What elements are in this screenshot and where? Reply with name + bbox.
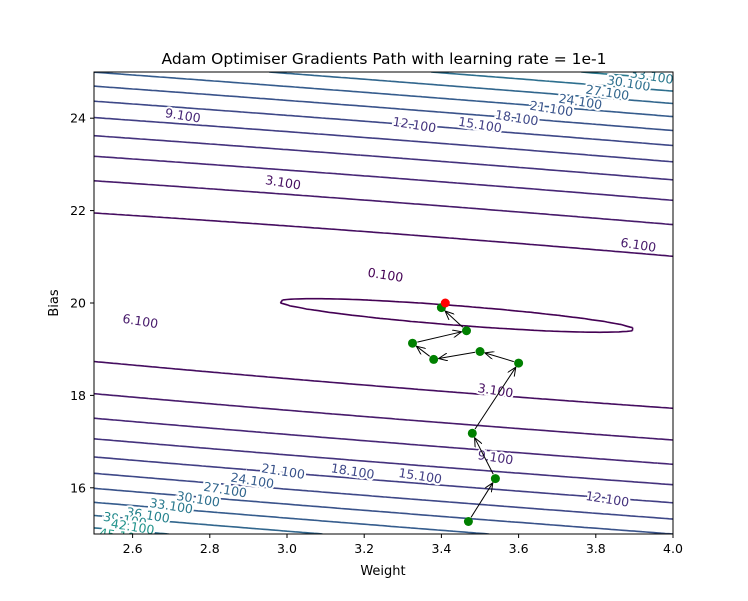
minimum-point	[440, 298, 450, 308]
path-point	[463, 517, 473, 526]
x-axis-label: Weight	[360, 564, 405, 579]
y-tick-label: 18	[70, 388, 86, 403]
contour-label: 18.100	[330, 460, 376, 482]
y-tick-label: 24	[70, 111, 86, 126]
y-axis-ticks: 16 18 20 22 24	[70, 111, 94, 495]
path-arrow	[416, 346, 431, 357]
contour-level-33-1	[581, 72, 673, 81]
chart-title: Adam Optimiser Gradients Path with learn…	[161, 50, 606, 68]
path-point	[429, 354, 439, 364]
y-tick-label: 20	[70, 296, 86, 311]
contour-level-0-1	[279, 297, 634, 334]
path-arrow	[474, 367, 516, 430]
contour-level-24-1	[94, 72, 673, 534]
path-arrow	[470, 483, 493, 518]
path-point	[408, 338, 417, 348]
path-point	[467, 428, 477, 438]
path-point	[475, 347, 485, 356]
path-point	[462, 326, 471, 336]
contour-label: 45.100	[98, 525, 144, 547]
contour-level-6-1	[94, 180, 673, 441]
x-tick-label: 3.6	[509, 541, 529, 556]
x-axis-ticks: 2.6 2.8 3.0 3.2 3.4 3.6 3.8 4.0	[123, 534, 683, 556]
path-point	[514, 358, 524, 368]
contour-labels: 0.1003.1003.1006.1006.1009.1009.10012.10…	[96, 72, 673, 547]
contour-label: 12.100	[392, 114, 438, 136]
contour-label: 0.100	[367, 265, 405, 285]
contour-label: 12.100	[585, 488, 631, 510]
path-arrow	[417, 332, 461, 343]
contour-label: 15.100	[397, 465, 443, 487]
x-tick-label: 3.0	[277, 541, 297, 556]
gradient-path	[408, 298, 524, 526]
path-arrow	[439, 351, 476, 358]
contour-level-21-1	[94, 85, 673, 534]
x-tick-label: 2.8	[200, 541, 220, 556]
x-tick-label: 3.8	[586, 541, 606, 556]
path-arrow	[485, 353, 514, 363]
contour-level-27-1	[94, 72, 673, 534]
contour-lines	[94, 72, 673, 534]
x-tick-label: 2.6	[123, 541, 143, 556]
contour-level-9-1	[94, 155, 673, 466]
path-arrow	[445, 311, 464, 328]
x-tick-label: 4.0	[663, 541, 683, 556]
contour-level-12-1	[94, 134, 673, 486]
contour-level-15-1	[94, 116, 673, 504]
contour-level-3-1	[94, 212, 673, 410]
x-tick-label: 3.2	[354, 541, 374, 556]
contour-label: 6.100	[122, 311, 160, 331]
contour-level-18-1	[94, 100, 673, 520]
y-tick-label: 16	[70, 480, 86, 495]
contour-label: 3.100	[264, 172, 302, 192]
y-tick-label: 22	[70, 203, 86, 218]
y-axis-label: Bias	[47, 289, 62, 316]
contour-label: 9.100	[477, 447, 515, 467]
path-arrow	[475, 438, 494, 475]
x-tick-label: 3.4	[431, 541, 451, 556]
path-point	[490, 474, 500, 484]
